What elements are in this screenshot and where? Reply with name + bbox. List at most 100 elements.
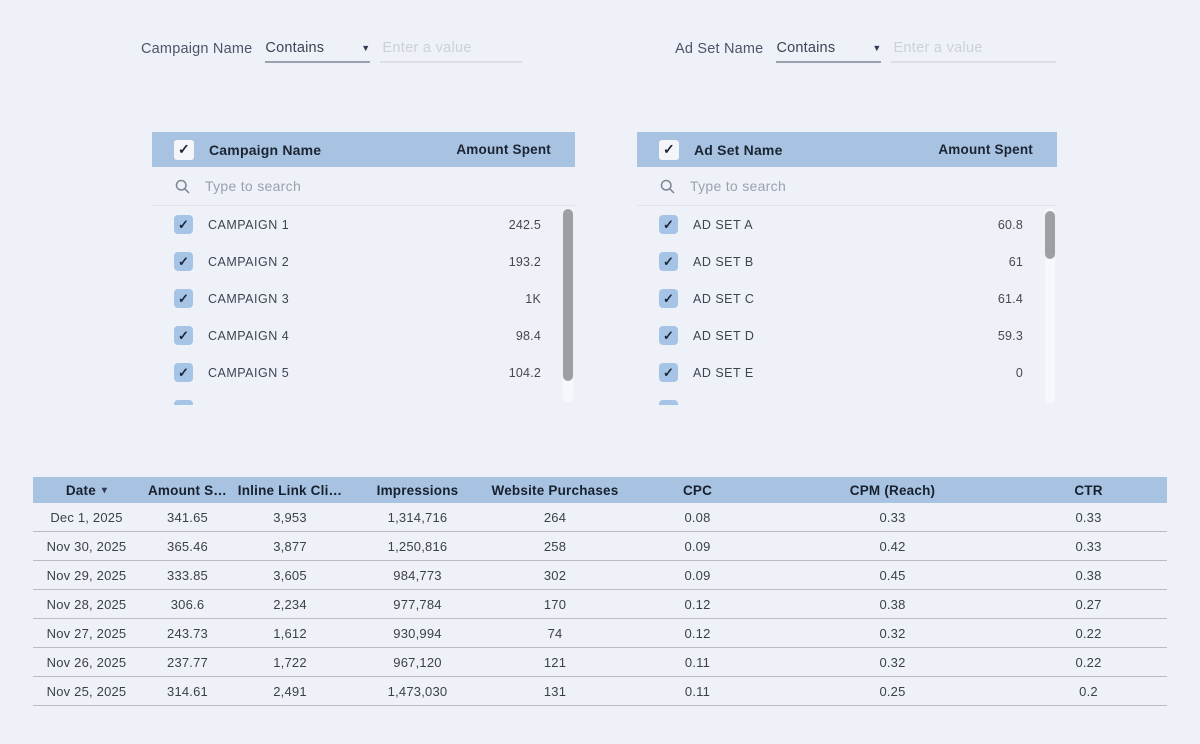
cell-website-purchases: 121 [490, 655, 620, 670]
column-header-label: CTR [1074, 483, 1102, 498]
cell-website-purchases: 264 [490, 510, 620, 525]
item-checkbox[interactable]: ✓ [659, 215, 678, 234]
item-value: 59.3 [998, 329, 1023, 343]
check-icon: ✓ [663, 141, 675, 158]
item-checkbox[interactable] [174, 400, 193, 405]
item-checkbox[interactable]: ✓ [174, 363, 193, 382]
column-header-website-purchases[interactable]: Website Purchases [490, 483, 620, 498]
item-checkbox[interactable]: ✓ [174, 289, 193, 308]
cell-cpc: 0.08 [620, 510, 775, 525]
list-item[interactable]: ✓ AD SET E 0 [637, 354, 1057, 391]
list-item[interactable]: ✓ CAMPAIGN 5 104.2 [152, 354, 575, 391]
column-header-ctr[interactable]: CTR [1010, 483, 1167, 498]
cell-ctr: 0.22 [1010, 655, 1167, 670]
column-header-label: Amount S… [148, 483, 227, 498]
cell-website-purchases: 302 [490, 568, 620, 583]
campaign-filter-operator-dropdown[interactable]: Contains ▼ [265, 40, 370, 63]
item-label: AD SET E [693, 366, 754, 380]
list-item[interactable]: ✓ CAMPAIGN 1 242.5 [152, 206, 575, 243]
item-checkbox[interactable]: ✓ [659, 289, 678, 308]
cell-amount-spent: 365.46 [140, 539, 235, 554]
dashboard-page: Campaign Name Contains ▼ Ad Set Name Con… [0, 0, 1200, 744]
item-checkbox[interactable]: ✓ [659, 363, 678, 382]
cell-ctr: 0.33 [1010, 539, 1167, 554]
item-checkbox[interactable]: ✓ [174, 215, 193, 234]
list-item[interactable]: ✓ AD SET A 60.8 [637, 206, 1057, 243]
cell-cpc: 0.12 [620, 597, 775, 612]
list-item[interactable]: ✓ CAMPAIGN 3 1K [152, 280, 575, 317]
search-icon [659, 178, 676, 195]
item-checkbox[interactable]: ✓ [174, 252, 193, 271]
column-header-label: Inline Link Cli… [238, 483, 342, 498]
check-icon: ✓ [178, 365, 189, 381]
check-icon: ✓ [178, 141, 190, 158]
adset-list-header: ✓ Ad Set Name Amount Spent [637, 132, 1057, 167]
list-item[interactable]: ✓ CAMPAIGN 4 98.4 [152, 317, 575, 354]
campaign-metric-header[interactable]: Amount Spent [456, 142, 551, 157]
cell-website-purchases: 258 [490, 539, 620, 554]
item-label: AD SET D [693, 329, 754, 343]
table-row: Dec 1, 2025 341.65 3,953 1,314,716 264 0… [33, 503, 1167, 532]
adset-select-all-checkbox[interactable]: ✓ [659, 140, 679, 160]
item-label: CAMPAIGN 3 [208, 292, 289, 306]
column-header-cpc[interactable]: CPC [620, 483, 775, 498]
column-header-label: Date [66, 483, 96, 498]
adset-filter-value-input[interactable] [891, 40, 1056, 63]
item-label: AD SET B [693, 255, 754, 269]
campaign-list-scrollbar[interactable] [563, 208, 573, 403]
cell-website-purchases: 131 [490, 684, 620, 699]
adset-list-title: Ad Set Name [694, 142, 783, 158]
column-header-impressions[interactable]: Impressions [345, 483, 490, 498]
column-header-label: CPC [683, 483, 712, 498]
cell-date: Nov 27, 2025 [33, 626, 140, 641]
column-header-date[interactable]: Date ▾ [33, 483, 140, 498]
campaign-name-filter: Campaign Name Contains ▼ [141, 40, 522, 63]
item-checkbox[interactable] [659, 400, 678, 405]
list-item-partial[interactable] [637, 391, 1057, 405]
check-icon: ✓ [178, 254, 189, 270]
item-label: CAMPAIGN 1 [208, 218, 289, 232]
scrollbar-thumb[interactable] [563, 209, 573, 381]
column-header-amount-spent[interactable]: Amount S… [140, 483, 235, 498]
list-item[interactable]: ✓ CAMPAIGN 2 193.2 [152, 243, 575, 280]
adset-search-input[interactable] [690, 178, 1035, 194]
adset-metric-header[interactable]: Amount Spent [938, 142, 1033, 157]
adset-search-row [637, 167, 1057, 206]
campaign-filter-value-input[interactable] [380, 40, 522, 63]
item-label: AD SET A [693, 218, 753, 232]
campaign-list-title: Campaign Name [209, 142, 321, 158]
cell-ctr: 0.27 [1010, 597, 1167, 612]
cell-impressions: 977,784 [345, 597, 490, 612]
adset-list: ✓ AD SET A 60.8 ✓ AD SET B 61 ✓ AD SET C… [637, 206, 1057, 405]
cell-date: Dec 1, 2025 [33, 510, 140, 525]
cell-date: Nov 29, 2025 [33, 568, 140, 583]
adset-filter-operator-dropdown[interactable]: Contains ▼ [776, 40, 881, 63]
item-label: CAMPAIGN 5 [208, 366, 289, 380]
cell-impressions: 1,473,030 [345, 684, 490, 699]
list-item-partial[interactable] [152, 391, 575, 405]
list-item[interactable]: ✓ AD SET B 61 [637, 243, 1057, 280]
campaign-search-input[interactable] [205, 178, 553, 194]
check-icon: ✓ [663, 365, 674, 381]
item-checkbox[interactable]: ✓ [659, 326, 678, 345]
scrollbar-thumb[interactable] [1045, 211, 1055, 259]
cell-amount-spent: 306.6 [140, 597, 235, 612]
campaign-filter-label: Campaign Name [141, 41, 252, 63]
column-header-label: Impressions [377, 483, 459, 498]
cell-cpm-reach: 0.32 [775, 655, 1010, 670]
cell-inline-link-clicks: 3,877 [235, 539, 345, 554]
column-header-cpm-reach[interactable]: CPM (Reach) [775, 483, 1010, 498]
item-checkbox[interactable]: ✓ [659, 252, 678, 271]
campaign-list: ✓ CAMPAIGN 1 242.5 ✓ CAMPAIGN 2 193.2 ✓ … [152, 206, 575, 405]
cell-impressions: 1,250,816 [345, 539, 490, 554]
adset-name-filter: Ad Set Name Contains ▼ [675, 40, 1056, 63]
list-item[interactable]: ✓ AD SET C 61.4 [637, 280, 1057, 317]
adset-list-scrollbar[interactable] [1045, 208, 1055, 403]
cell-inline-link-clicks: 3,605 [235, 568, 345, 583]
item-checkbox[interactable]: ✓ [174, 326, 193, 345]
column-header-inline-link-clicks[interactable]: Inline Link Cli… [235, 483, 345, 498]
campaign-select-all-checkbox[interactable]: ✓ [174, 140, 194, 160]
list-item[interactable]: ✓ AD SET D 59.3 [637, 317, 1057, 354]
cell-ctr: 0.33 [1010, 510, 1167, 525]
item-value: 61.4 [998, 292, 1023, 306]
